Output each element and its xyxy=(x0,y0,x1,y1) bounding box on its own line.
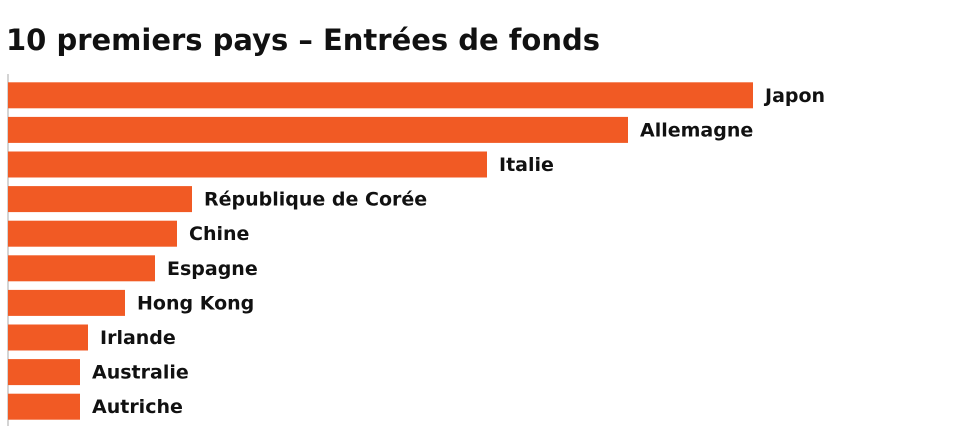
bar-label: Allemagne xyxy=(640,119,753,141)
bar xyxy=(8,82,753,109)
bar-label: Hong Kong xyxy=(137,292,254,314)
bar-label: Australie xyxy=(92,362,189,384)
bar-label: Italie xyxy=(499,154,554,176)
bar-label: Chine xyxy=(189,223,249,245)
bar xyxy=(8,289,125,316)
bar-label: Irlande xyxy=(100,327,176,349)
bar xyxy=(8,186,192,213)
bar xyxy=(8,151,487,178)
bar xyxy=(8,255,155,282)
bar xyxy=(8,116,628,143)
bar-label: République de Corée xyxy=(204,189,427,211)
bar xyxy=(8,359,80,386)
chart-title: 10 premiers pays – Entrées de fonds xyxy=(6,23,600,57)
bar-label: Autriche xyxy=(92,396,183,418)
bar xyxy=(8,220,177,247)
bar-label: Espagne xyxy=(167,258,258,280)
bar xyxy=(8,393,80,420)
bar xyxy=(8,324,88,351)
bar-label: Japon xyxy=(763,85,825,107)
